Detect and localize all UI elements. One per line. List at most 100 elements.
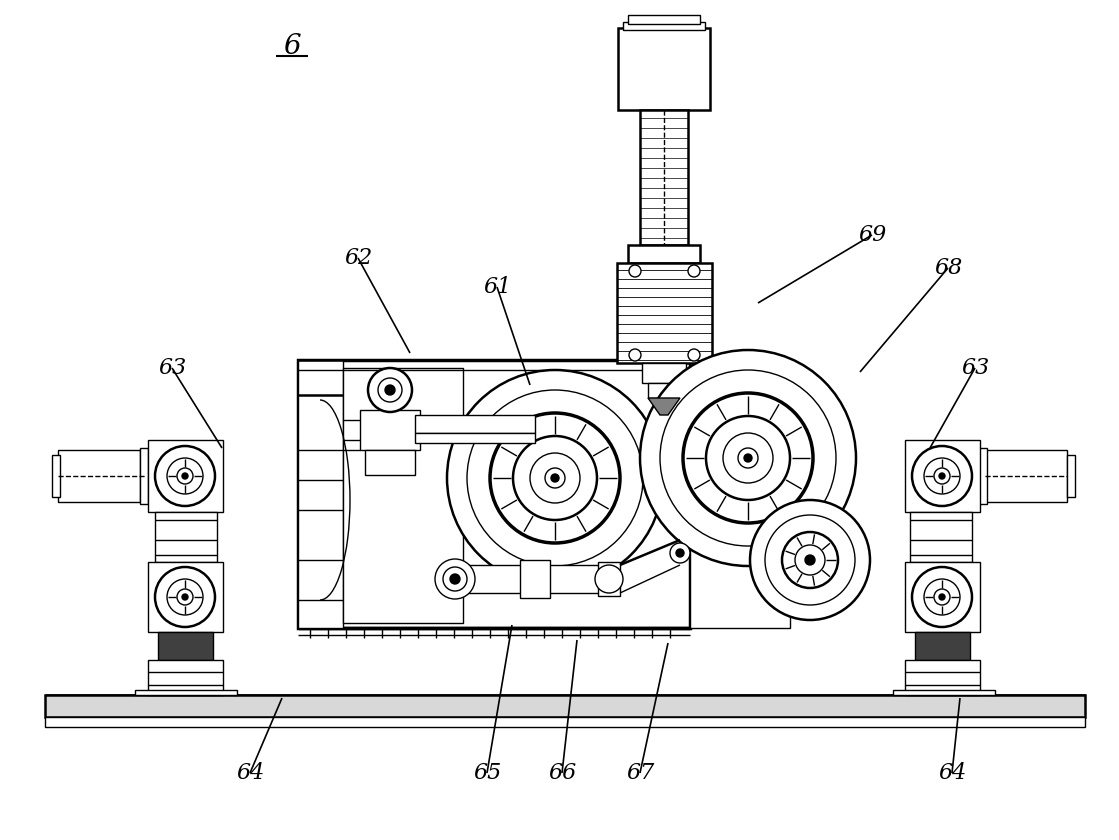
Bar [344, 368, 463, 623]
Circle shape [595, 565, 623, 593]
Circle shape [385, 385, 395, 395]
Circle shape [513, 436, 598, 520]
Circle shape [446, 370, 662, 586]
Text: 65: 65 [473, 762, 501, 784]
Bar [640, 110, 688, 245]
Bar [415, 415, 535, 433]
Bar [905, 562, 980, 632]
Circle shape [177, 468, 192, 484]
Circle shape [750, 500, 869, 620]
Circle shape [670, 543, 690, 563]
Bar [148, 660, 223, 695]
Circle shape [688, 265, 700, 277]
Circle shape [167, 458, 203, 494]
Bar [628, 15, 700, 24]
Bar [58, 450, 140, 502]
Bar [648, 383, 680, 398]
Circle shape [934, 468, 950, 484]
Circle shape [934, 589, 950, 605]
Polygon shape [648, 398, 680, 415]
Circle shape [156, 567, 215, 627]
Text: 6: 6 [283, 34, 301, 60]
Text: 63: 63 [158, 357, 186, 379]
Circle shape [167, 579, 203, 615]
Circle shape [924, 579, 960, 615]
Bar [979, 448, 987, 504]
Circle shape [939, 594, 946, 600]
Text: 62: 62 [344, 247, 373, 269]
Bar [51, 455, 60, 497]
Text: 68: 68 [934, 257, 962, 279]
Bar [365, 450, 415, 475]
Circle shape [467, 390, 643, 566]
Bar [360, 410, 420, 450]
Circle shape [545, 468, 565, 488]
Bar [690, 360, 790, 628]
Bar [905, 440, 980, 512]
Bar [298, 360, 344, 628]
Circle shape [723, 433, 773, 483]
Circle shape [156, 446, 215, 506]
Text: 63: 63 [961, 357, 989, 379]
Circle shape [530, 453, 580, 503]
Circle shape [688, 349, 700, 361]
Text: 64: 64 [236, 762, 264, 784]
Bar [156, 512, 217, 562]
Text: 67: 67 [626, 762, 655, 784]
Text: 61: 61 [483, 276, 511, 298]
Circle shape [182, 473, 188, 479]
Circle shape [551, 474, 560, 482]
Bar [520, 560, 551, 598]
Bar [148, 440, 223, 512]
Bar [140, 448, 148, 504]
Bar [628, 245, 700, 263]
Bar [1068, 455, 1075, 497]
Bar [617, 263, 712, 363]
Bar [455, 565, 600, 593]
Circle shape [450, 574, 460, 584]
Bar [148, 562, 223, 632]
Bar [915, 632, 970, 660]
Circle shape [182, 594, 188, 600]
Circle shape [378, 378, 402, 402]
Bar [642, 363, 686, 383]
Bar [985, 450, 1068, 502]
Circle shape [368, 368, 412, 412]
Text: 66: 66 [548, 762, 576, 784]
Circle shape [744, 454, 752, 462]
Circle shape [660, 370, 836, 546]
Circle shape [490, 413, 620, 543]
Circle shape [435, 559, 474, 599]
Circle shape [629, 265, 641, 277]
Circle shape [805, 555, 815, 565]
Bar [135, 690, 237, 695]
Bar [598, 562, 620, 596]
Circle shape [939, 473, 946, 479]
Bar [905, 660, 980, 695]
Bar [910, 512, 972, 562]
Circle shape [912, 446, 972, 506]
Circle shape [794, 545, 825, 575]
Text: 69: 69 [858, 224, 886, 246]
Bar [298, 360, 690, 628]
Bar [415, 433, 535, 443]
Bar [45, 717, 1085, 727]
Circle shape [640, 350, 856, 566]
Circle shape [629, 349, 641, 361]
Circle shape [676, 549, 684, 557]
Bar [618, 28, 709, 110]
Circle shape [782, 532, 838, 588]
Circle shape [924, 458, 960, 494]
Circle shape [739, 448, 758, 468]
Bar [45, 695, 1085, 717]
Circle shape [177, 589, 192, 605]
Circle shape [912, 567, 972, 627]
Bar [623, 22, 705, 30]
Bar [158, 632, 213, 660]
Circle shape [765, 515, 855, 605]
Circle shape [443, 567, 467, 591]
Circle shape [683, 393, 814, 523]
Text: 64: 64 [938, 762, 966, 784]
Circle shape [706, 416, 790, 500]
Bar [893, 690, 995, 695]
